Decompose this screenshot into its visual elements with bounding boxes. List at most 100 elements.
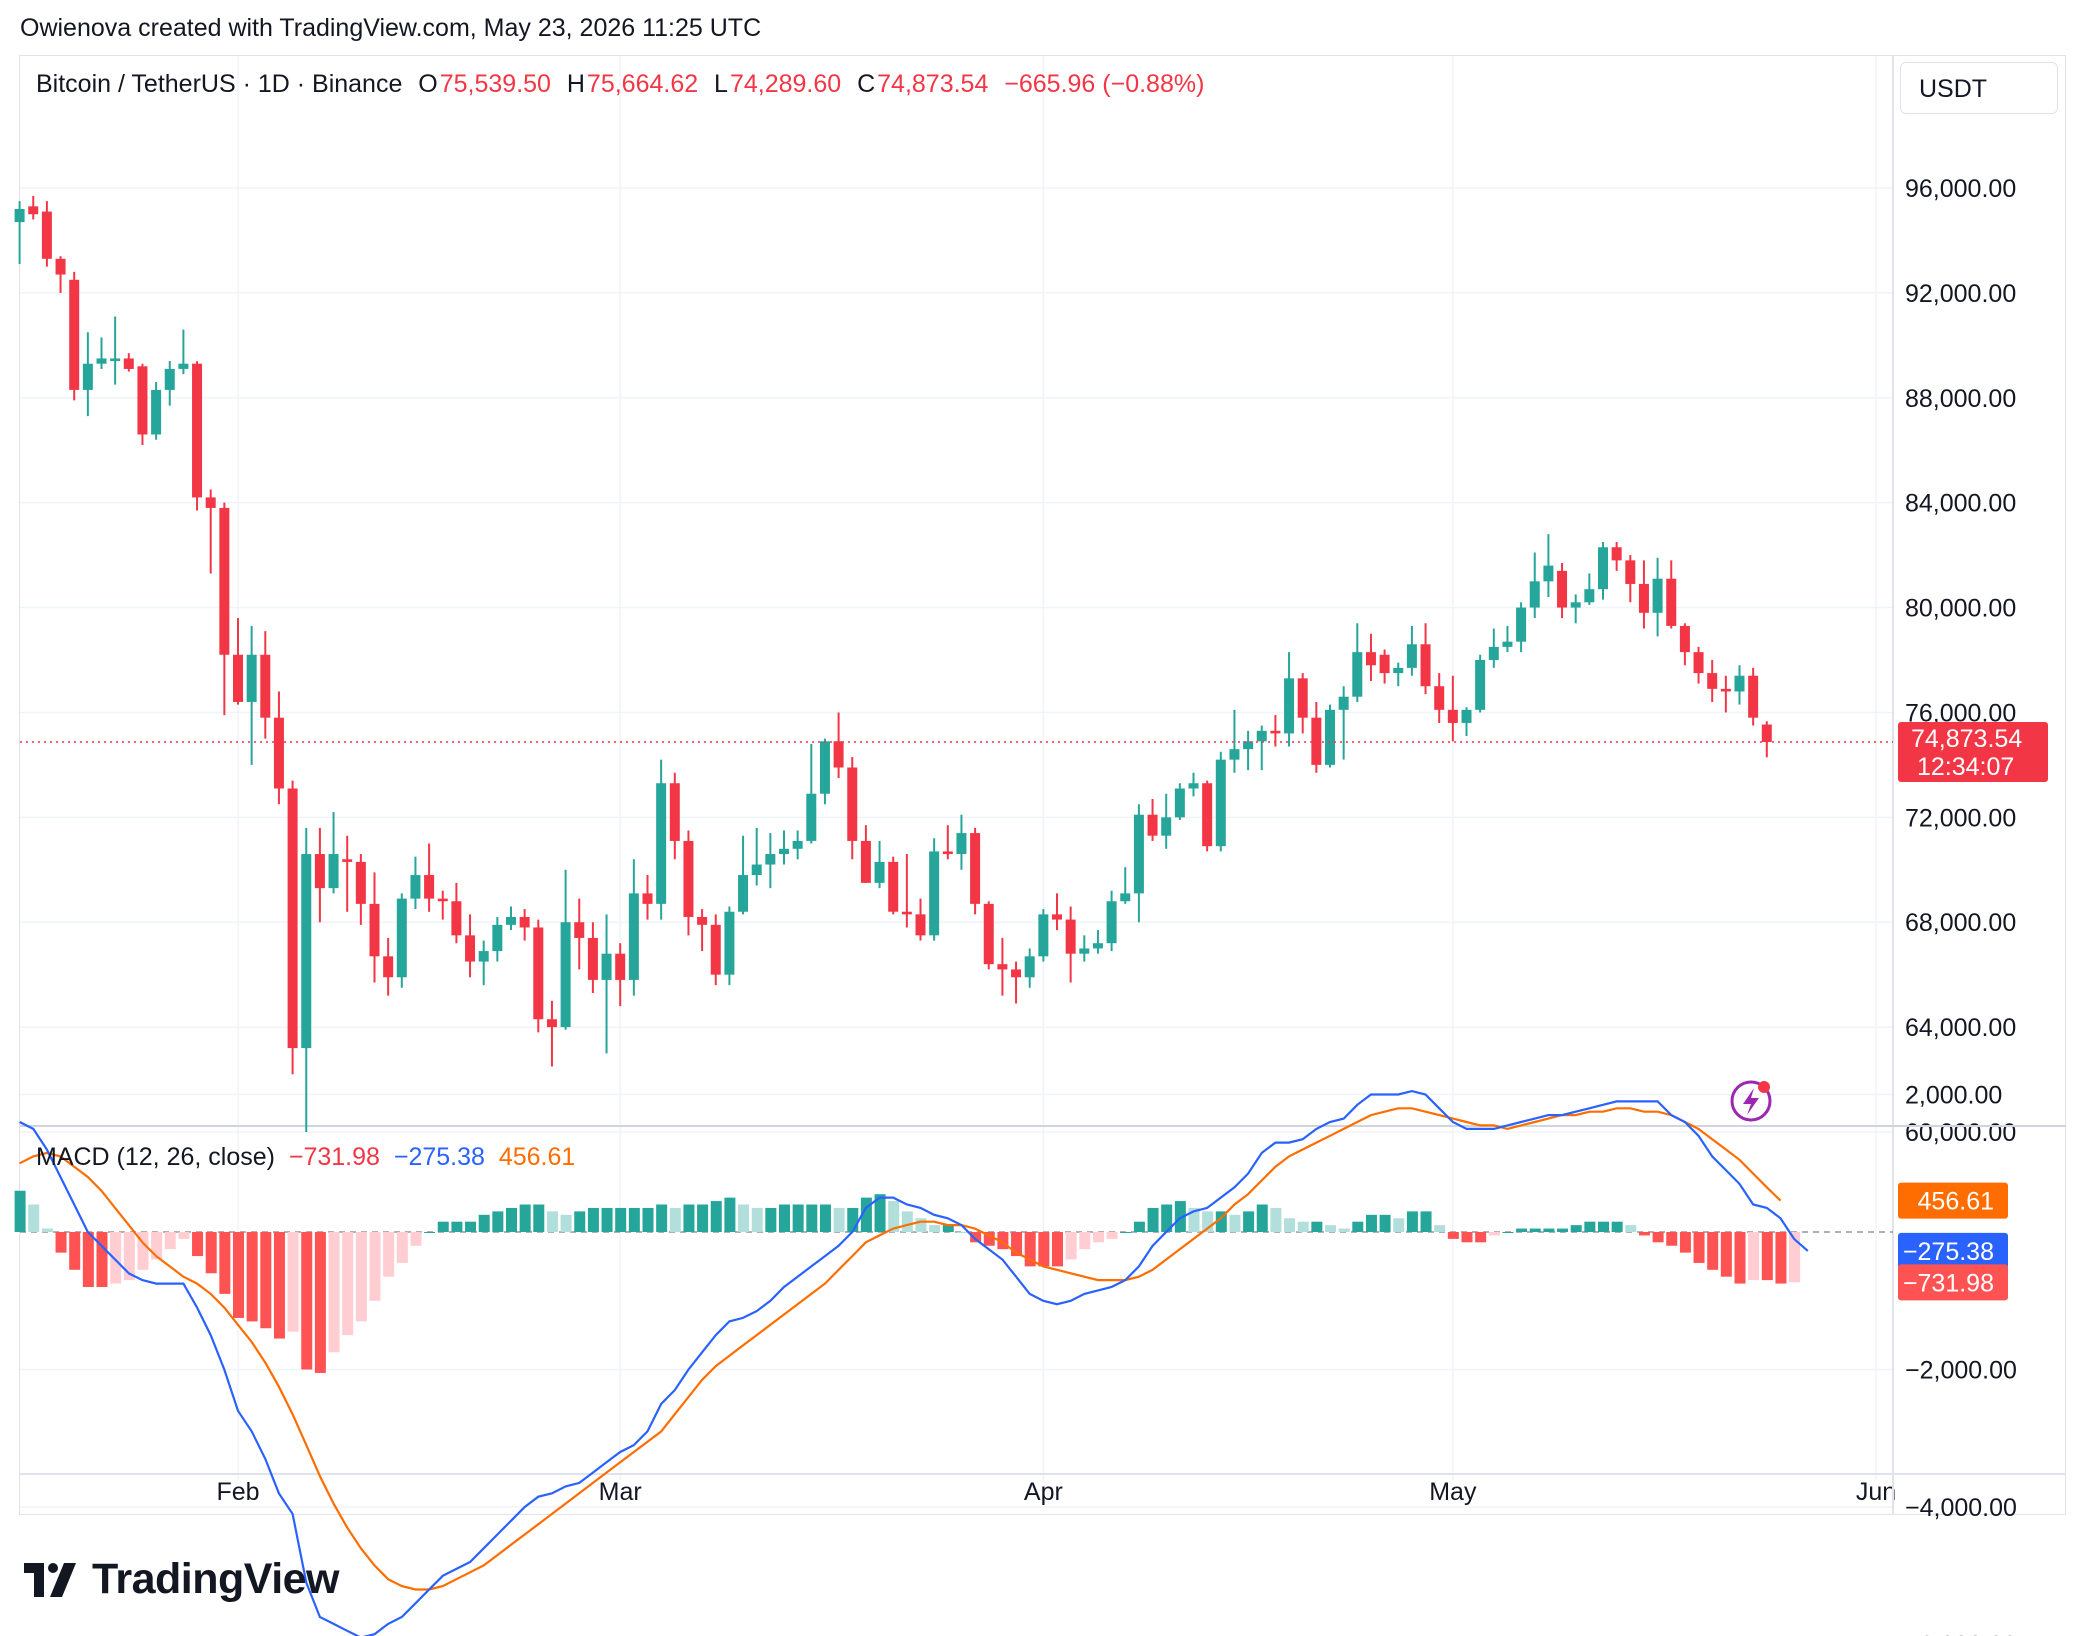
macd-histogram-bar xyxy=(779,1204,790,1232)
macd-histogram-bar xyxy=(1406,1211,1418,1232)
macd-histogram-bar xyxy=(1625,1225,1637,1232)
candle-body xyxy=(1215,759,1226,847)
macd-histogram-bar xyxy=(1325,1225,1336,1232)
candle-body xyxy=(983,903,994,965)
macd-histogram-bar xyxy=(205,1232,217,1274)
candle-body xyxy=(1761,724,1772,742)
macd-histogram-bar xyxy=(506,1207,517,1232)
macd-histogram-bar xyxy=(819,1204,831,1232)
price-axis-tick: 96,000.00 xyxy=(1905,175,2016,203)
time-axis-tick: Mar xyxy=(599,1478,642,1506)
open-value: 75,539.50 xyxy=(439,70,551,98)
candle-body xyxy=(1229,749,1240,760)
macd-histogram-bar xyxy=(342,1232,354,1336)
macd-histogram-bar xyxy=(656,1204,668,1232)
price-axis-tick: 88,000.00 xyxy=(1905,385,2016,413)
macd-histogram-bar xyxy=(1584,1221,1596,1232)
macd-histogram-bar xyxy=(1761,1232,1773,1281)
macd-histogram-bar xyxy=(1611,1221,1623,1232)
macd-legend: MACD (12, 26, close) −731.98 −275.38 456… xyxy=(36,1143,575,1172)
candle-body xyxy=(1338,696,1349,710)
price-badge-value: 74,873.54 xyxy=(1911,725,2022,753)
macd-histogram-bar xyxy=(301,1232,313,1370)
attribution-text: Owienova created with TradingView.com, M… xyxy=(20,14,762,42)
candle-body xyxy=(1529,581,1540,608)
candle-body xyxy=(41,211,52,259)
price-axis-tick: 64,000.00 xyxy=(1905,1014,2016,1042)
candle-body xyxy=(287,788,298,1049)
high-label: H xyxy=(566,70,585,98)
currency-selector[interactable]: USDT xyxy=(1900,62,2058,114)
candle-body xyxy=(1379,654,1390,674)
macd-histogram-bar xyxy=(151,1232,163,1260)
candle-body xyxy=(1598,547,1608,590)
candle-body xyxy=(69,279,80,390)
candle-body xyxy=(587,937,598,980)
macd-histogram-bar xyxy=(710,1201,722,1232)
open-label: O xyxy=(418,70,438,98)
high-value: 75,664.62 xyxy=(586,70,699,98)
macd-histogram-bar xyxy=(1365,1214,1377,1232)
candle-body xyxy=(260,654,271,718)
macd-hist-badge-label: −731.98 xyxy=(1903,1269,1994,1297)
macd-histogram-bar xyxy=(1147,1207,1159,1232)
candle-body xyxy=(1543,565,1554,582)
candle-body xyxy=(1516,607,1527,642)
macd-histogram-bar xyxy=(1311,1221,1323,1232)
lightning-bolt-icon xyxy=(1743,1088,1759,1115)
macd-histogram-bar xyxy=(1598,1221,1609,1232)
candle-body xyxy=(1734,675,1745,692)
macd-hist-badge xyxy=(1898,1264,2008,1301)
macd-histogram-bar xyxy=(1557,1228,1569,1232)
macd-histogram-bar xyxy=(1707,1232,1719,1270)
macd-axis-tick: −4,000.00 xyxy=(1905,1494,2017,1522)
macd-histogram-bar xyxy=(1720,1232,1732,1277)
candle-body xyxy=(424,875,435,899)
macd-histogram-bar xyxy=(1038,1232,1050,1267)
candle-body xyxy=(28,206,39,215)
time-axis-tick: Jun xyxy=(1856,1478,1896,1506)
candle-body xyxy=(601,953,612,980)
macd-signal-value: 456.61 xyxy=(498,1143,576,1171)
macd-histogram-bar xyxy=(437,1221,449,1232)
macd-histogram-bar xyxy=(860,1197,872,1232)
macd-histogram-bar xyxy=(383,1232,395,1277)
macd-histogram-bar xyxy=(669,1207,681,1232)
macd-histogram-bar xyxy=(1379,1214,1391,1232)
candle-body xyxy=(1611,547,1622,561)
macd-histogram-bar xyxy=(983,1232,995,1246)
macd-histogram-bar xyxy=(28,1204,40,1232)
macd-histogram-bar xyxy=(1652,1232,1664,1243)
candle-body xyxy=(151,389,162,435)
lightning-icon xyxy=(1730,1080,1772,1122)
candle-body xyxy=(942,851,953,855)
candle-body xyxy=(860,840,871,883)
price-badge-countdown: 12:34:07 xyxy=(1917,753,2014,781)
macd-histogram-bar xyxy=(1188,1207,1200,1232)
macd-histogram-bar xyxy=(533,1204,545,1232)
close-label: C xyxy=(857,70,876,98)
macd-histogram-bar xyxy=(1065,1232,1077,1260)
candle-body xyxy=(383,956,394,978)
macd-histogram-bar xyxy=(1475,1232,1487,1243)
candle-body xyxy=(1570,602,1581,608)
macd-histogram-bar xyxy=(615,1207,627,1232)
candle-body xyxy=(1352,652,1363,697)
candle-body xyxy=(915,914,926,936)
candle-body xyxy=(1693,652,1704,674)
macd-line-value: −275.38 xyxy=(393,1143,485,1171)
macd-line-badge xyxy=(1898,1232,2008,1269)
macd-histogram-bar xyxy=(1256,1204,1268,1232)
macd-histogram-bar xyxy=(519,1204,531,1232)
tradingview-logo-text: TradingView xyxy=(92,1555,340,1603)
macd-histogram-bar xyxy=(1133,1221,1145,1232)
candle-body xyxy=(560,922,571,1028)
macd-histogram-bar xyxy=(765,1207,777,1232)
candle-body xyxy=(1188,783,1199,789)
macd-histogram-bar xyxy=(1748,1232,1760,1281)
macd-histogram-bar xyxy=(328,1232,340,1353)
candle-body xyxy=(1434,686,1445,710)
macd-histogram-bar xyxy=(1161,1204,1173,1232)
change-value: −665.96 (−0.88%) xyxy=(1004,70,1205,98)
